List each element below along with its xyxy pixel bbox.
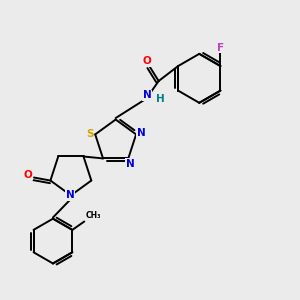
Text: N: N	[137, 128, 146, 138]
Text: S: S	[86, 129, 94, 140]
Text: CH₃: CH₃	[85, 211, 101, 220]
Text: O: O	[23, 169, 32, 180]
Text: O: O	[143, 56, 152, 66]
Text: N: N	[126, 159, 134, 169]
Text: N: N	[142, 90, 152, 100]
Text: N: N	[66, 190, 75, 200]
Text: F: F	[217, 43, 224, 52]
Text: H: H	[156, 94, 164, 104]
